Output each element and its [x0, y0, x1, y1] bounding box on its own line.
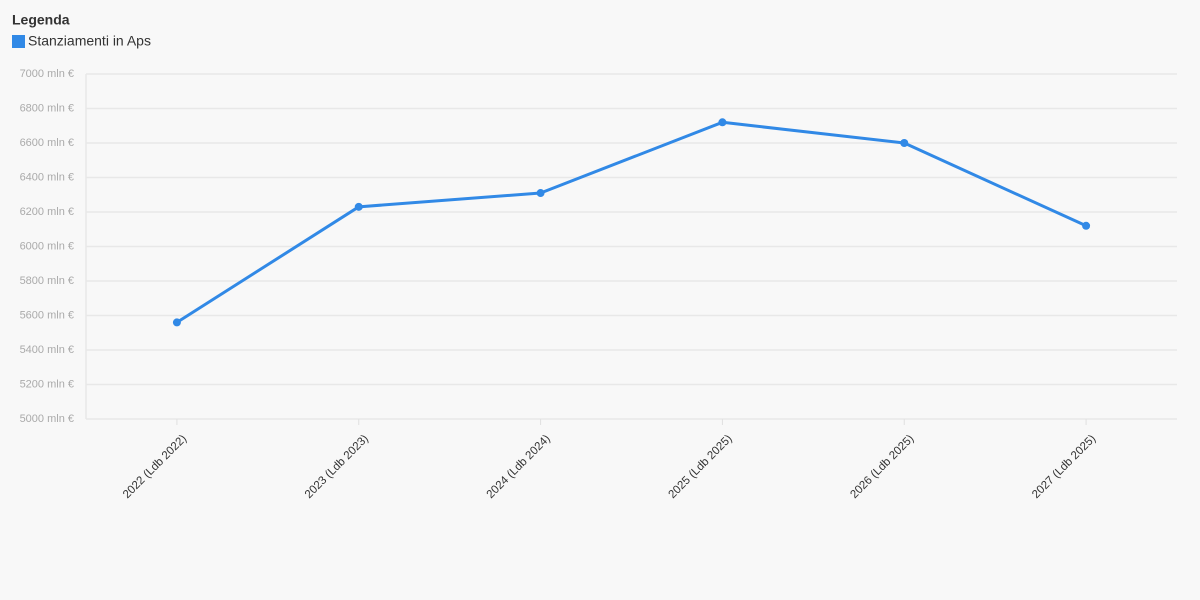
data-point — [536, 189, 545, 198]
y-tick-label: 5000 mln € — [20, 413, 74, 425]
data-point — [900, 139, 909, 147]
y-tick-label: 5800 mln € — [20, 275, 74, 287]
data-point — [1082, 221, 1091, 230]
y-tick-label: 6800 mln € — [20, 102, 74, 114]
y-tick-label: 7000 mln € — [20, 68, 74, 80]
data-point — [354, 202, 363, 211]
legend-title: Legenda — [12, 12, 70, 28]
legend-swatch — [12, 35, 25, 48]
y-tick-label: 6400 mln € — [20, 171, 74, 183]
legend-label: Stanziamenti in Aps — [28, 33, 151, 49]
data-point — [172, 318, 181, 327]
y-tick-label: 5600 mln € — [20, 309, 74, 321]
data-point — [718, 118, 727, 127]
y-tick-label: 6600 mln € — [20, 137, 74, 149]
y-tick-label: 6000 mln € — [20, 240, 74, 252]
y-tick-label: 5200 mln € — [20, 378, 74, 390]
series-line — [176, 120, 1087, 324]
y-tick-label: 6200 mln € — [20, 206, 74, 218]
y-tick-label: 5400 mln € — [20, 344, 74, 356]
